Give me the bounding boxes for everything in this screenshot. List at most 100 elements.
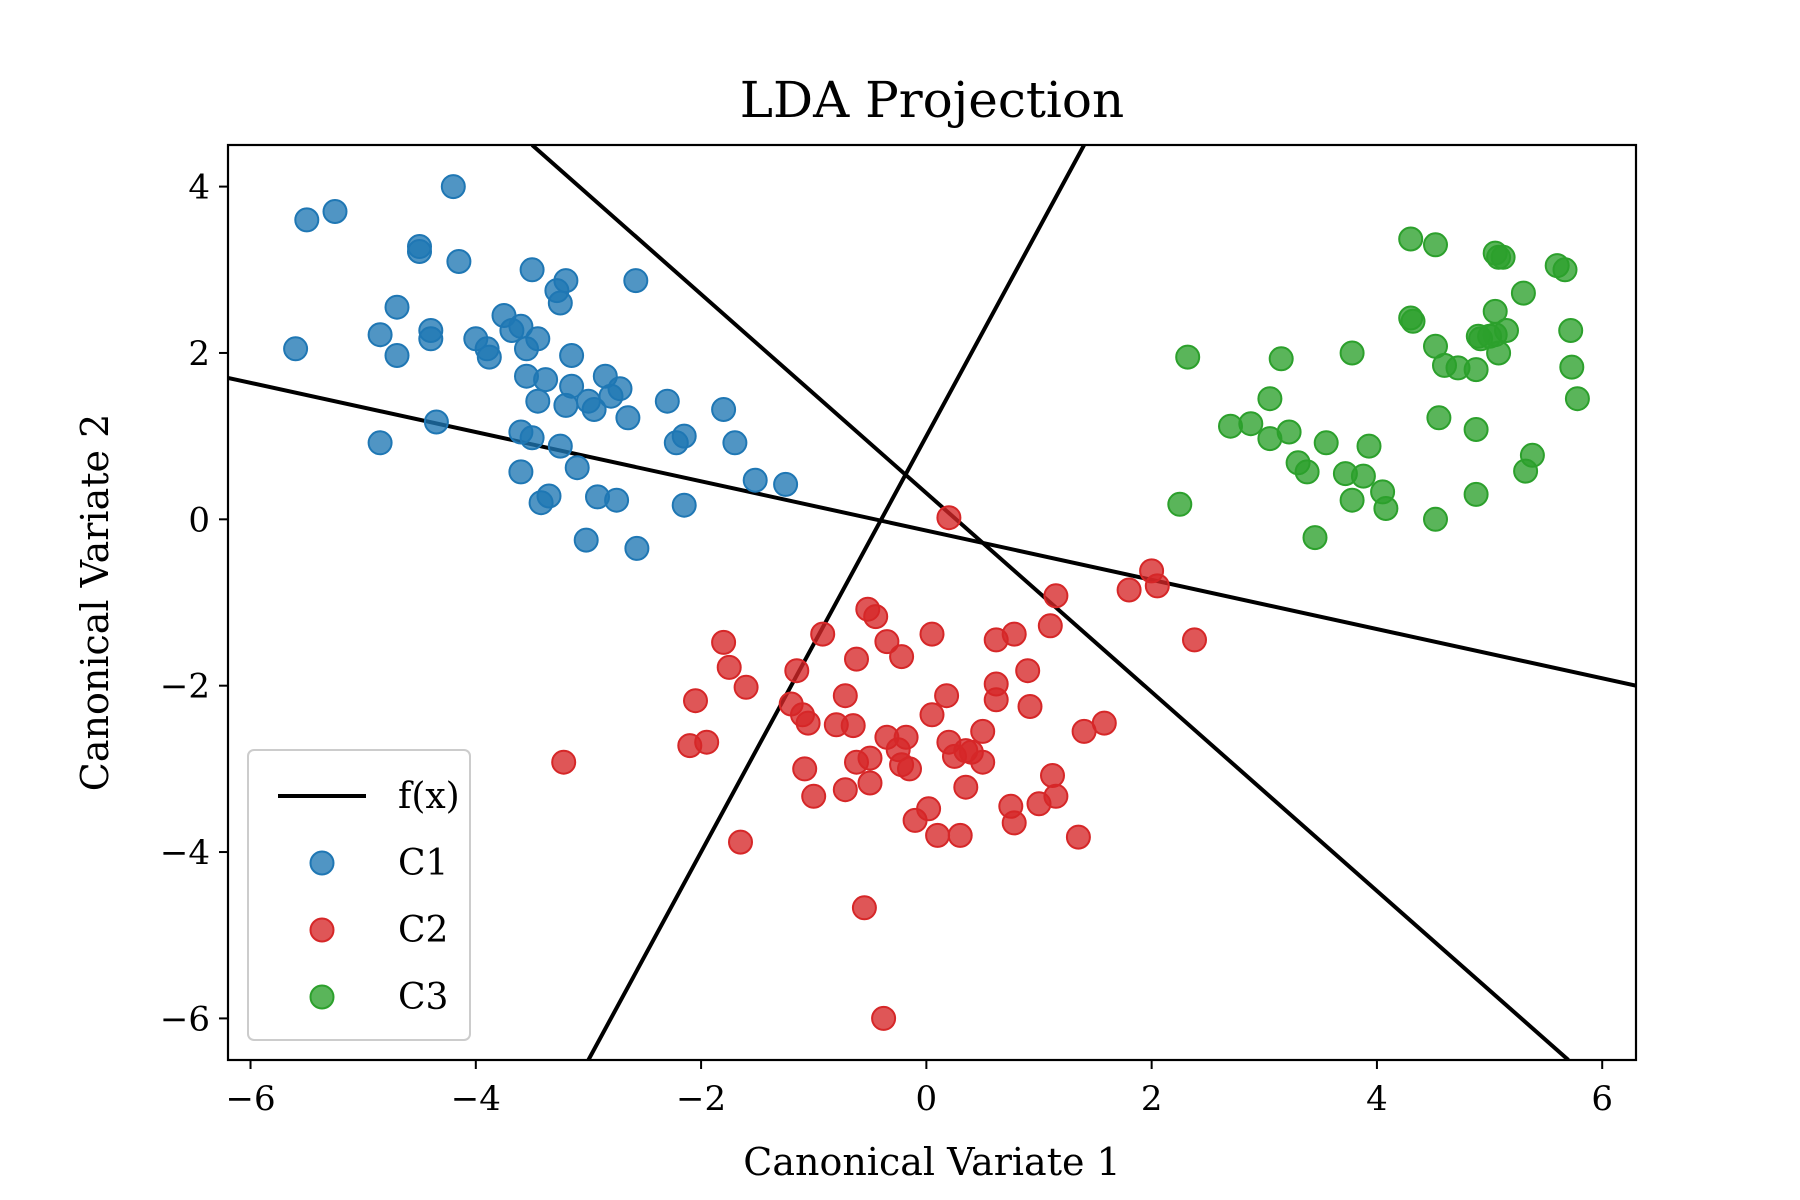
legend: f(x) C1 C2 C3	[247, 749, 471, 1041]
point-c2	[983, 687, 1009, 713]
point-c2	[733, 674, 759, 700]
point-c3	[1350, 463, 1376, 489]
point-c2	[1065, 824, 1091, 850]
point-c3	[1218, 413, 1243, 439]
point-c2	[889, 644, 915, 670]
point-c2	[1116, 577, 1142, 603]
point-c2	[801, 783, 827, 809]
series-c3	[1167, 226, 1590, 551]
point-c1	[559, 373, 585, 399]
point-c1	[624, 535, 650, 561]
point-c1	[607, 376, 633, 402]
point-c3	[1423, 506, 1448, 532]
point-c2	[810, 621, 836, 647]
ticks-layer: −6 −4 −2 0 2 4 6 −6 −4 −2 0 2 4	[160, 168, 1613, 1119]
point-c2	[871, 1005, 897, 1031]
point-c3	[1558, 318, 1584, 343]
points-layer	[283, 174, 1590, 1031]
x-tick-label: 0	[916, 1079, 938, 1119]
point-c1	[547, 290, 573, 316]
point-c1	[615, 405, 641, 431]
y-axis-label: Canonical Variate 2	[73, 414, 117, 791]
point-c1	[519, 425, 545, 451]
point-c2	[1001, 621, 1027, 647]
point-c3	[1339, 487, 1365, 513]
point-c3	[1398, 226, 1424, 252]
point-c3	[1167, 491, 1193, 517]
chart-title: LDA Projection	[740, 71, 1124, 129]
point-c1	[283, 336, 309, 362]
point-c2	[925, 822, 951, 848]
point-c3	[1238, 411, 1264, 437]
point-c2	[683, 688, 708, 714]
point-c3	[1463, 481, 1489, 507]
point-c1	[547, 433, 573, 459]
point-c3	[1302, 525, 1328, 551]
plot-frame	[226, 143, 1638, 1062]
point-c2	[1015, 658, 1041, 684]
point-c2	[832, 777, 858, 803]
point-c2	[916, 796, 942, 822]
point-c2	[1144, 573, 1170, 599]
point-c1	[418, 326, 444, 352]
point-c1	[559, 343, 585, 368]
point-c1	[508, 459, 534, 485]
point-c1	[711, 397, 737, 422]
legend-marker-c2	[309, 917, 335, 943]
series-c2	[551, 505, 1207, 1031]
x-tick-label: 6	[1591, 1079, 1613, 1119]
point-c3	[1486, 340, 1512, 366]
point-c3	[1564, 386, 1590, 412]
point-c1	[604, 487, 630, 513]
point-c2	[795, 710, 821, 736]
y-tick-label: 2	[188, 334, 210, 374]
point-c1	[722, 430, 748, 456]
point-c1	[384, 294, 410, 320]
point-c1	[525, 326, 551, 352]
y-tick-label: −6	[160, 999, 210, 1039]
point-c1	[367, 430, 393, 456]
point-c1	[623, 268, 649, 294]
x-tick-label: 4	[1366, 1079, 1388, 1119]
point-c1	[423, 409, 449, 435]
point-c2	[716, 654, 742, 680]
point-c2	[857, 745, 883, 771]
legend-marker-c3	[309, 984, 335, 1010]
point-c2	[874, 629, 900, 655]
point-c3	[1257, 426, 1283, 452]
point-c2	[919, 702, 945, 728]
x-tick-label: −2	[676, 1079, 726, 1119]
point-c3	[1426, 405, 1452, 431]
point-c1	[573, 527, 599, 553]
point-c3	[1373, 496, 1399, 521]
point-c2	[1043, 783, 1069, 809]
legend-box	[247, 749, 471, 1041]
point-c3	[1257, 386, 1283, 412]
point-c1	[654, 388, 680, 414]
point-c2	[792, 756, 818, 782]
point-c1	[553, 268, 579, 294]
point-c2	[947, 822, 973, 848]
x-tick-label: 2	[1141, 1079, 1163, 1119]
point-c2	[1040, 763, 1065, 788]
point-c3	[1356, 433, 1382, 459]
legend-label-c3: C3	[398, 977, 448, 1018]
point-c3	[1175, 344, 1201, 370]
legend-label-c2: C2	[398, 910, 448, 951]
point-c2	[970, 718, 996, 744]
point-c1	[525, 388, 551, 414]
point-c3	[1400, 308, 1426, 334]
legend-label-c1: C1	[398, 843, 448, 884]
x-tick-label: −4	[451, 1079, 501, 1119]
point-c3	[1294, 459, 1320, 485]
point-c3	[1490, 244, 1516, 270]
point-c1	[742, 467, 768, 493]
point-c2	[934, 683, 960, 709]
point-c2	[840, 713, 866, 739]
series-c1	[283, 174, 799, 561]
point-c1	[322, 199, 348, 224]
point-c3	[1423, 232, 1448, 258]
point-c2	[1037, 613, 1063, 639]
point-c2	[953, 774, 979, 800]
